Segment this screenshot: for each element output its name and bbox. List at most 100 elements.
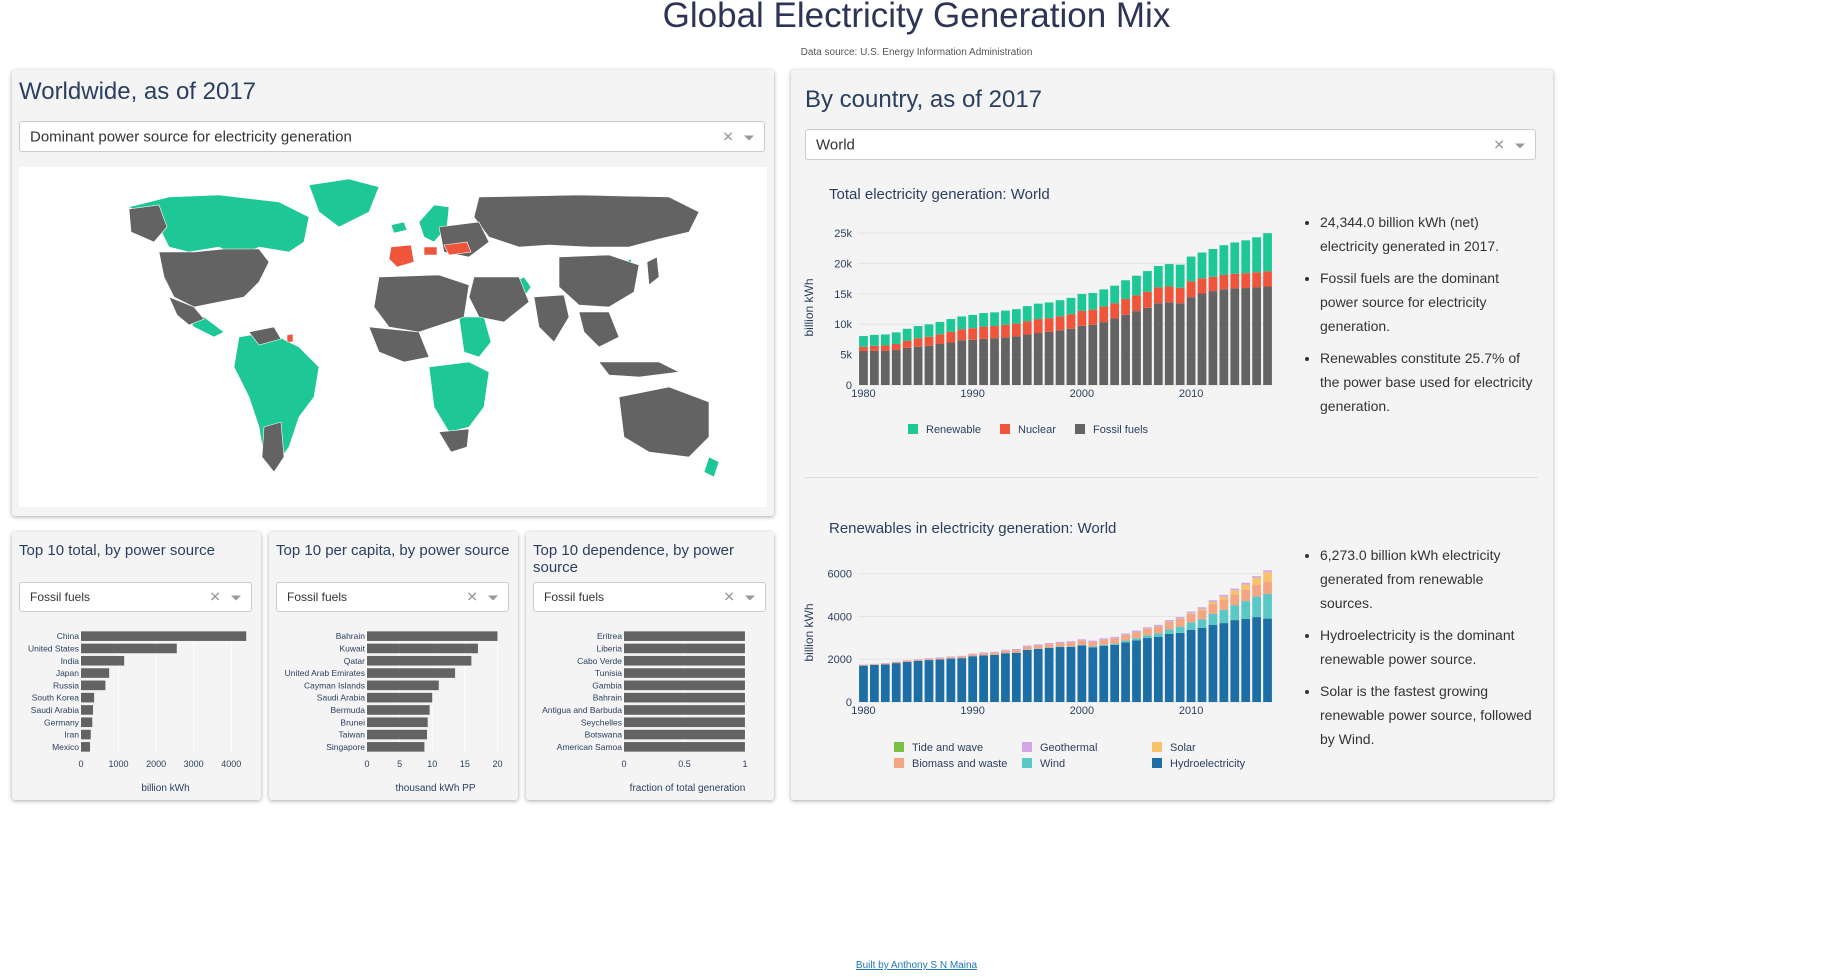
bar-nuclear[interactable] (1022, 321, 1032, 335)
bar-biomass-and-waste[interactable] (902, 660, 912, 662)
bar-geothermal[interactable] (1001, 649, 1010, 651)
hbar[interactable] (624, 705, 745, 715)
bar-fossil-fuels[interactable] (1153, 303, 1163, 385)
chevron-down-icon[interactable] (1515, 143, 1525, 148)
bar-renewable[interactable] (1055, 300, 1065, 317)
bar-renewable[interactable] (957, 316, 967, 330)
bar-biomass-and-waste[interactable] (1143, 628, 1152, 636)
bar-nuclear[interactable] (1044, 318, 1054, 332)
legend-label[interactable]: Hydroelectricity (1170, 758, 1246, 770)
bar-fossil-fuels[interactable] (880, 350, 890, 385)
bar-hydroelectricity[interactable] (1252, 617, 1261, 702)
bar-biomass-and-waste[interactable] (924, 658, 934, 661)
bar-nuclear[interactable] (968, 328, 978, 340)
bar-hydroelectricity[interactable] (1001, 653, 1010, 702)
hbar[interactable] (81, 668, 110, 678)
hbar[interactable] (367, 655, 472, 666)
bar-hydroelectricity[interactable] (1011, 652, 1021, 702)
bar-fossil-fuels[interactable] (1230, 288, 1240, 385)
bar-nuclear[interactable] (1208, 276, 1218, 292)
bar-wind[interactable] (1121, 640, 1130, 643)
bar-renewable[interactable] (880, 334, 890, 346)
bar-solar[interactable] (1186, 613, 1196, 614)
bar-biomass-and-waste[interactable] (946, 657, 956, 659)
bar-geothermal[interactable] (1022, 645, 1032, 647)
bar-biomass-and-waste[interactable] (1110, 638, 1120, 644)
bar-renewable[interactable] (891, 332, 901, 344)
bar-fossil-fuels[interactable] (1044, 331, 1054, 385)
bar-fossil-fuels[interactable] (1143, 307, 1152, 385)
bar-fossil-fuels[interactable] (1263, 286, 1272, 385)
bar-renewable[interactable] (1143, 271, 1152, 292)
chevron-down-icon[interactable] (231, 595, 241, 601)
bar-biomass-and-waste[interactable] (1088, 641, 1098, 647)
bar-geothermal[interactable] (1219, 594, 1229, 597)
legend-swatch[interactable] (1022, 742, 1032, 752)
bar-hydroelectricity[interactable] (1219, 623, 1229, 702)
bar-hydroelectricity[interactable] (1164, 633, 1174, 702)
bar-renewable[interactable] (1186, 256, 1196, 282)
bar-geothermal[interactable] (902, 660, 912, 661)
bar-fossil-fuels[interactable] (870, 350, 879, 385)
bar-nuclear[interactable] (1033, 319, 1043, 334)
legend-label[interactable]: Wind (1040, 758, 1065, 770)
bar-renewable[interactable] (924, 324, 934, 337)
bar-biomass-and-waste[interactable] (1033, 645, 1043, 649)
clear-icon[interactable]: ✕ (1493, 136, 1505, 152)
bar-geothermal[interactable] (1175, 617, 1185, 619)
hbar[interactable] (367, 742, 425, 752)
hbar[interactable] (624, 680, 745, 691)
legend-swatch[interactable] (1075, 424, 1085, 434)
hbar[interactable] (81, 692, 95, 703)
bar-geothermal[interactable] (957, 655, 967, 657)
bar-wind[interactable] (1219, 609, 1229, 624)
bar-wind[interactable] (1088, 646, 1098, 648)
bar-renewable[interactable] (1197, 252, 1207, 279)
bar-renewable[interactable] (1230, 242, 1240, 274)
legend-label[interactable]: Renewable (926, 424, 981, 436)
bar-nuclear[interactable] (1186, 281, 1196, 298)
clear-icon[interactable]: ✕ (209, 588, 221, 605)
hbar[interactable] (624, 717, 745, 728)
bar-geothermal[interactable] (1066, 641, 1076, 643)
bar-renewable[interactable] (859, 336, 868, 347)
bar-hydroelectricity[interactable] (957, 658, 967, 702)
legend-label[interactable]: Nuclear (1018, 424, 1056, 436)
bar-wind[interactable] (1241, 601, 1251, 620)
bar-nuclear[interactable] (1055, 316, 1065, 331)
bar-biomass-and-waste[interactable] (1230, 594, 1240, 606)
bar-geothermal[interactable] (1044, 642, 1054, 645)
bar-fossil-fuels[interactable] (924, 345, 934, 385)
bar-geothermal[interactable] (1164, 620, 1174, 622)
top10-total-dropdown[interactable]: Fossil fuels ✕ (19, 582, 252, 612)
bar-nuclear[interactable] (1153, 287, 1163, 304)
bar-biomass-and-waste[interactable] (1066, 642, 1076, 647)
bar-fossil-fuels[interactable] (1011, 336, 1021, 385)
bar-geothermal[interactable] (1011, 649, 1021, 651)
bar-fossil-fuels[interactable] (891, 350, 901, 385)
bar-hydroelectricity[interactable] (979, 655, 988, 702)
bar-nuclear[interactable] (990, 326, 999, 339)
bar-fossil-fuels[interactable] (990, 338, 999, 385)
bar-renewable[interactable] (1099, 289, 1109, 307)
clear-icon[interactable]: ✕ (466, 588, 478, 605)
bar-solar[interactable] (1219, 596, 1229, 600)
bar-renewable[interactable] (1088, 293, 1098, 310)
bar-biomass-and-waste[interactable] (1077, 640, 1087, 645)
bar-fossil-fuels[interactable] (1197, 293, 1207, 385)
bar-biomass-and-waste[interactable] (1252, 585, 1261, 597)
bar-nuclear[interactable] (1121, 298, 1130, 315)
bar-nuclear[interactable] (1011, 323, 1021, 337)
bar-renewable[interactable] (1110, 285, 1120, 304)
bar-fossil-fuels[interactable] (1088, 324, 1098, 385)
hbar[interactable] (367, 680, 439, 691)
bar-nuclear[interactable] (1263, 271, 1272, 287)
bar-nuclear[interactable] (1077, 310, 1087, 326)
bar-geothermal[interactable] (1230, 588, 1240, 591)
legend-swatch[interactable] (1000, 424, 1010, 434)
bar-biomass-and-waste[interactable] (979, 653, 988, 656)
bar-fossil-fuels[interactable] (1208, 291, 1218, 385)
hbar[interactable] (367, 668, 456, 678)
bar-biomass-and-waste[interactable] (1263, 581, 1272, 595)
bar-nuclear[interactable] (1175, 287, 1185, 304)
